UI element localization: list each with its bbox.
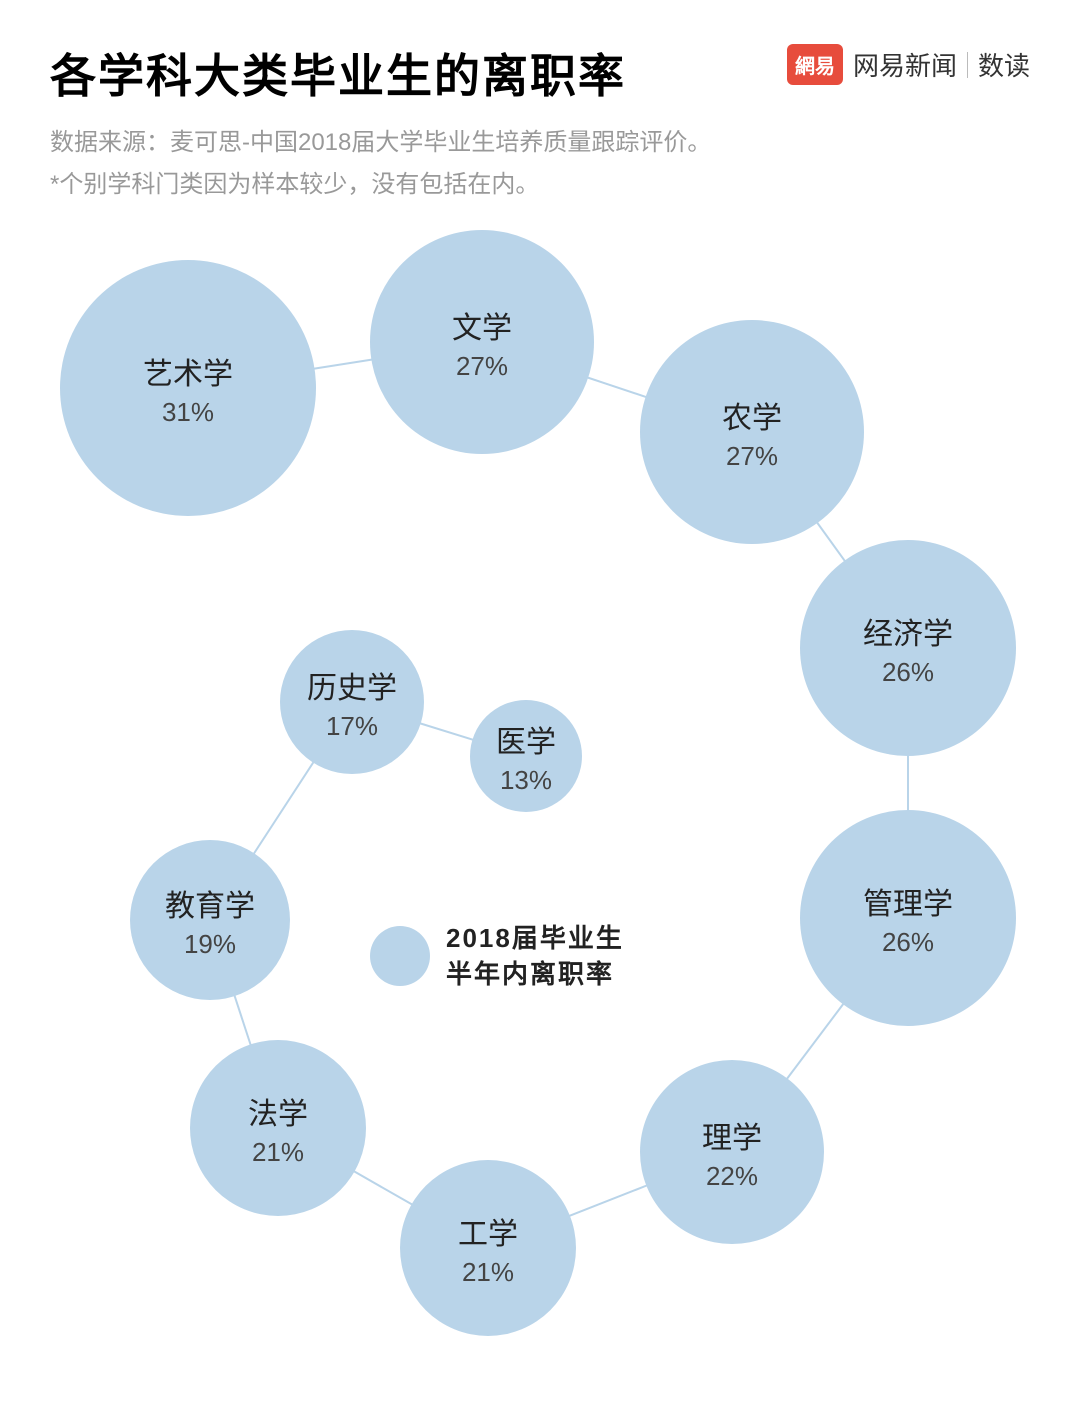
bubble-label: 管理学 <box>863 879 953 923</box>
bubble-label: 经济学 <box>863 609 953 653</box>
bubble-label: 艺术学 <box>143 349 233 393</box>
bubble-label: 法学 <box>248 1089 308 1133</box>
brand-badge: 網易 <box>787 44 843 85</box>
chart-legend: 2018届毕业生半年内离职率 <box>370 920 624 993</box>
bubble-connector <box>352 1170 414 1206</box>
bubble-label: 农学 <box>722 393 782 437</box>
bubble-label: 文学 <box>452 303 512 347</box>
bubble-0: 艺术学 31% <box>60 260 316 516</box>
bubble-8: 教育学 19% <box>130 840 290 1000</box>
bubble-4: 管理学 26% <box>800 810 1016 1026</box>
bubble-connector <box>252 760 315 855</box>
brand: 網易 网易新闻 数读 <box>787 44 1030 85</box>
bubble-9: 历史学 17% <box>280 630 424 774</box>
bubble-label: 理学 <box>702 1113 762 1157</box>
legend-circle-icon <box>370 926 430 986</box>
bubble-connector <box>907 754 909 812</box>
bubble-chart: 艺术学31%文学27%农学27%经济学26%管理学26%理学22%工学21%法学… <box>0 230 1080 1416</box>
brand-divider <box>967 52 968 78</box>
brand-name: 网易新闻 <box>853 46 957 83</box>
bubble-label: 医学 <box>496 717 556 761</box>
bubble-connector <box>312 358 373 369</box>
bubble-label: 教育学 <box>165 881 255 925</box>
bubble-value: 21% <box>252 1137 304 1168</box>
bubble-3: 经济学 26% <box>800 540 1016 756</box>
brand-section: 数读 <box>978 46 1030 83</box>
bubble-value: 27% <box>726 441 778 472</box>
bubble-connector <box>233 994 252 1047</box>
bubble-connector <box>586 376 648 398</box>
bubble-label: 工学 <box>458 1209 518 1253</box>
data-source: 数据来源：麦可思-中国2018届大学毕业生培养质量跟踪评价。 <box>50 124 1030 162</box>
legend-label: 2018届毕业生半年内离职率 <box>446 920 624 993</box>
bubble-10: 医学 13% <box>470 700 582 812</box>
bubble-1: 文学 27% <box>370 230 594 454</box>
bubble-value: 21% <box>462 1257 514 1288</box>
header: 各学科大类毕业生的离职率 数据来源：麦可思-中国2018届大学毕业生培养质量跟踪… <box>0 0 1080 205</box>
bubble-connector <box>568 1184 649 1217</box>
bubble-value: 27% <box>456 351 508 382</box>
bubble-value: 26% <box>882 927 934 958</box>
bubble-value: 13% <box>500 765 552 796</box>
bubble-value: 26% <box>882 657 934 688</box>
bubble-6: 工学 21% <box>400 1160 576 1336</box>
bubble-value: 31% <box>162 397 214 428</box>
bubble-value: 19% <box>184 929 236 960</box>
bubble-2: 农学 27% <box>640 320 864 544</box>
bubble-connector <box>419 722 475 741</box>
bubble-connector <box>785 1002 845 1081</box>
bubble-label: 历史学 <box>307 663 397 707</box>
footnote: *个别学科门类因为样本较少，没有包括在内。 <box>50 166 1030 204</box>
bubble-connector <box>816 521 847 563</box>
bubble-7: 法学 21% <box>190 1040 366 1216</box>
bubble-value: 22% <box>706 1161 758 1192</box>
bubble-5: 理学 22% <box>640 1060 824 1244</box>
bubble-value: 17% <box>326 711 378 742</box>
